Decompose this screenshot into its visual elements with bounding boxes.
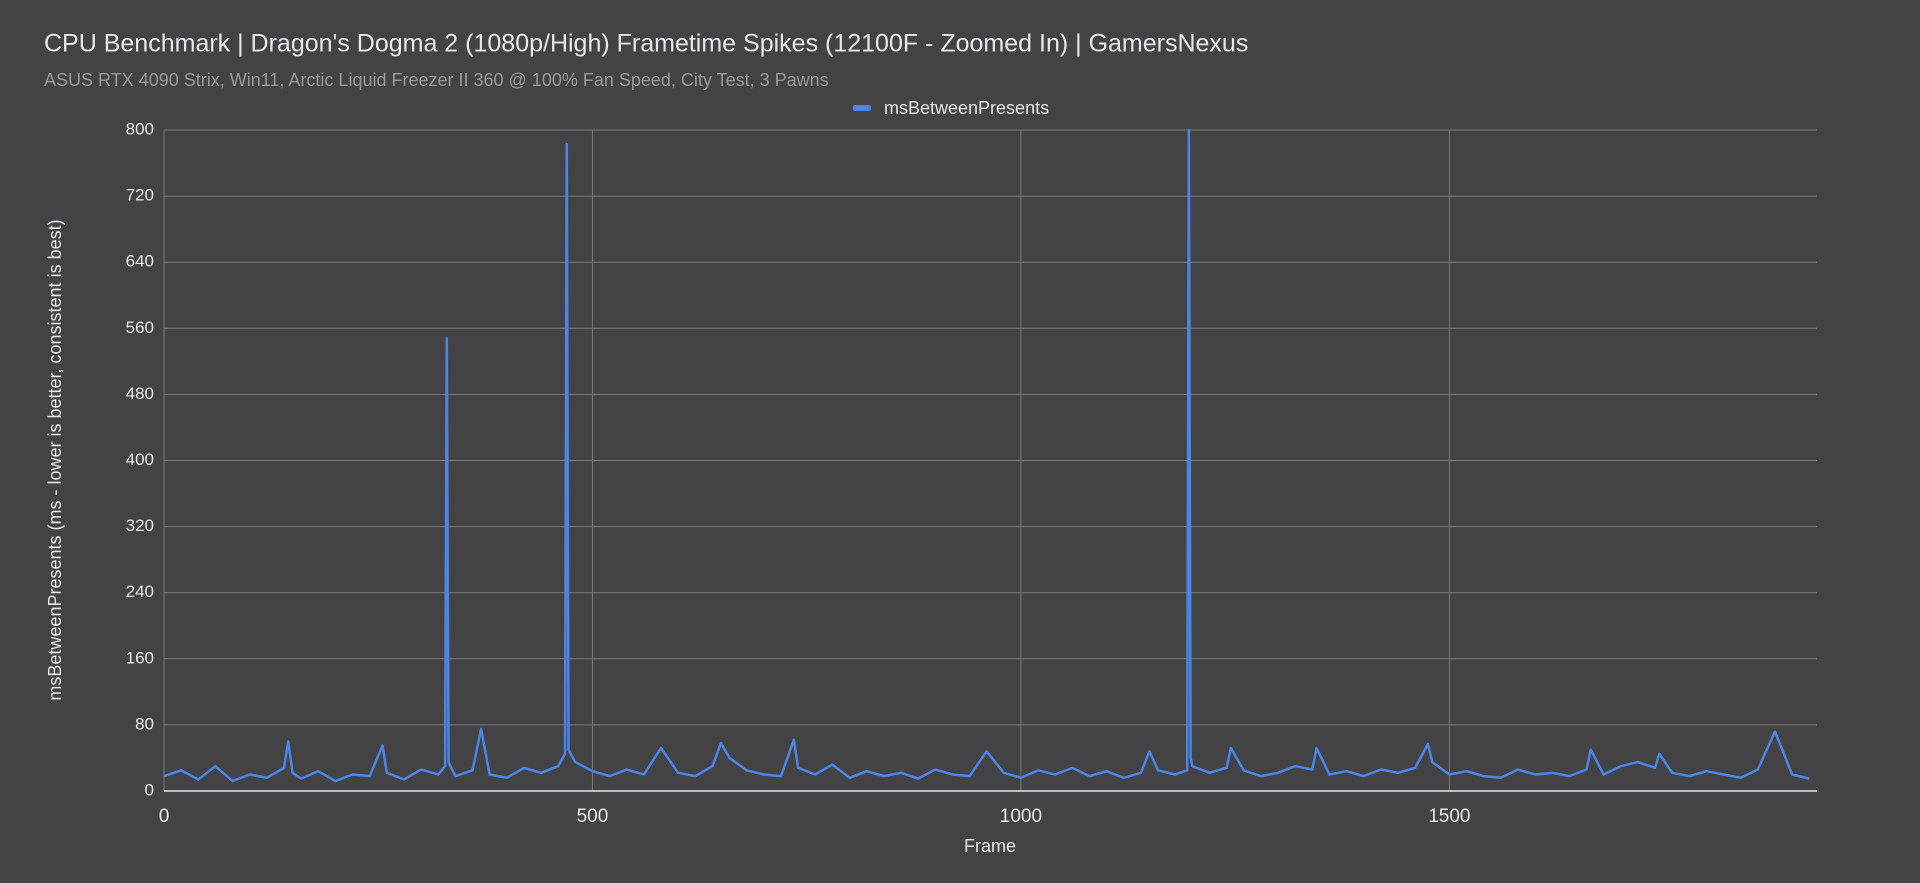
y-tick-label: 480 [126, 384, 154, 403]
x-tick-label: 1500 [1428, 806, 1470, 827]
y-tick-label: 320 [126, 516, 154, 535]
chart-title: CPU Benchmark | Dragon's Dogma 2 (1080p/… [44, 30, 1248, 58]
y-tick-label: 240 [126, 582, 154, 601]
legend-label: msBetweenPresents [884, 98, 1049, 118]
x-axis-label: Frame [964, 836, 1016, 856]
x-tick-label: 0 [159, 806, 170, 827]
x-tick-label: 1000 [1000, 806, 1042, 827]
y-tick-label: 400 [126, 450, 154, 469]
data-line [163, 128, 1810, 783]
chart-subtitle: ASUS RTX 4090 Strix, Win11, Arctic Liqui… [44, 70, 829, 90]
y-tick-label: 80 [135, 714, 154, 733]
legend-swatch [853, 105, 871, 111]
y-tick-label: 160 [126, 648, 154, 667]
x-tick-label: 500 [577, 806, 609, 827]
y-tick-label: 720 [126, 186, 154, 205]
y-tick-label: 0 [145, 780, 154, 799]
y-axis-label: msBetweenPresents (ms - lower is better,… [45, 219, 65, 700]
y-tick-label: 800 [126, 119, 154, 138]
y-tick-label: 560 [126, 318, 154, 337]
y-tick-label: 640 [126, 252, 154, 271]
